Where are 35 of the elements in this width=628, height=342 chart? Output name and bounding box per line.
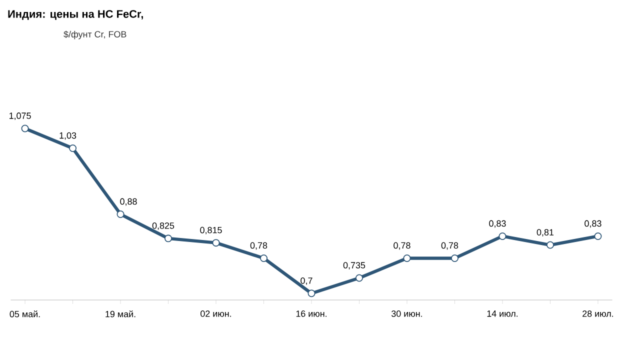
x-tick-label: 16 июн. <box>296 310 326 317</box>
point <box>260 254 268 262</box>
point <box>116 210 124 218</box>
point <box>546 241 554 249</box>
point <box>308 290 316 298</box>
chart-subtitle: $/фунт Cr, FOB <box>64 30 126 40</box>
point <box>594 232 602 240</box>
data-label: 0,78 <box>441 242 458 250</box>
data-label: 1,03 <box>60 132 76 140</box>
data-label: 0,81 <box>536 229 554 236</box>
point <box>164 234 172 242</box>
point <box>212 239 220 247</box>
point <box>69 144 77 152</box>
data-label: 0,735 <box>343 262 366 270</box>
chart-title: Индия: цены на HC FeCr, <box>8 10 143 20</box>
data-label: 1,075 <box>9 112 31 120</box>
data-label: 0,7 <box>300 277 312 285</box>
point <box>450 254 458 262</box>
x-tick-label: 05 май. <box>10 310 40 318</box>
x-tick-label: 30 июн. <box>392 310 422 317</box>
data-label: 0,825 <box>152 222 174 230</box>
point <box>403 254 411 262</box>
x-tick-label: 19 май. <box>106 310 136 318</box>
data-label: 0,88 <box>120 198 137 206</box>
data-label: 0,815 <box>200 226 222 234</box>
x-tick-label: 28 июл. <box>582 310 614 317</box>
point <box>21 124 29 132</box>
point <box>498 232 506 240</box>
data-label: 0,83 <box>584 220 602 228</box>
data-label: 0,83 <box>489 220 506 228</box>
data-label: 0,78 <box>394 242 410 250</box>
x-tick-label: 02 июн. <box>200 310 232 317</box>
data-label: 0,78 <box>250 242 268 250</box>
point <box>356 274 363 282</box>
x-tick-label: 14 июл. <box>487 310 518 317</box>
